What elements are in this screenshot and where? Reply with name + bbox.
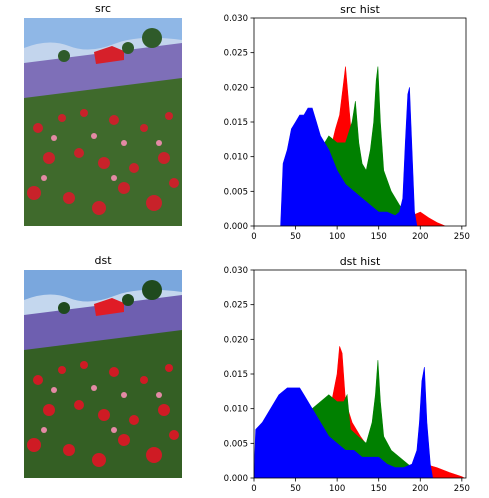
y-tick-label: 0.020 xyxy=(224,83,248,93)
chart-title: dst hist xyxy=(340,255,381,268)
histogram-series-2 xyxy=(280,87,418,226)
x-tick-label: 100 xyxy=(329,232,345,242)
y-tick-label: 0.010 xyxy=(224,153,248,163)
y-tick-label: 0.030 xyxy=(224,266,248,276)
chart-title: src hist xyxy=(340,3,380,16)
x-tick-label: 250 xyxy=(454,484,470,494)
histogram-series-2 xyxy=(254,367,434,478)
x-tick-label: 100 xyxy=(329,484,345,494)
dst-photo-drawing xyxy=(24,270,182,478)
x-tick-label: 50 xyxy=(290,484,301,494)
x-tick-label: 200 xyxy=(412,232,428,242)
src-hist-chart: src hist 0 50 100 150 200 250 0.000 0.005 0.010 0.… xyxy=(224,3,470,242)
y-tick-label: 0.020 xyxy=(224,335,248,345)
y-tick-label: 0.000 xyxy=(224,474,248,484)
x-tick-label: 0 xyxy=(251,232,256,242)
y-tick-label: 0.010 xyxy=(224,405,248,415)
x-tick-label: 50 xyxy=(290,232,301,242)
y-tick-label: 0.005 xyxy=(224,439,248,449)
dst-image-title: dst xyxy=(94,254,112,267)
x-tick-label: 150 xyxy=(371,484,387,494)
y-tick-label: 0.025 xyxy=(224,301,248,311)
x-tick-label: 250 xyxy=(454,232,470,242)
src-photo-drawing xyxy=(24,18,182,226)
x-tick-label: 0 xyxy=(251,484,256,494)
src-image-title: src xyxy=(94,2,112,15)
y-tick-label: 0.000 xyxy=(224,222,248,232)
dst-hist-chart: dst hist 0 50 100 150 200 250 0.000 0.005 0.010 0.… xyxy=(224,255,470,494)
y-tick-label: 0.015 xyxy=(224,118,248,128)
y-tick-label: 0.025 xyxy=(224,49,248,59)
y-tick-label: 0.015 xyxy=(224,370,248,380)
y-tick-label: 0.005 xyxy=(224,187,248,197)
src-image xyxy=(24,18,182,226)
x-tick-label: 200 xyxy=(412,484,428,494)
x-tick-label: 150 xyxy=(371,232,387,242)
dst-image xyxy=(24,270,182,478)
y-tick-label: 0.030 xyxy=(224,14,248,24)
